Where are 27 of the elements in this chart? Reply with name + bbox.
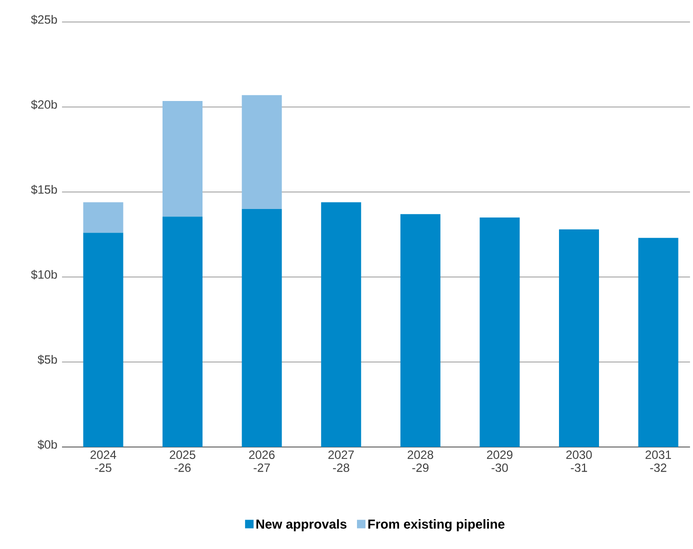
- x-tick-label: 2027 -28: [328, 450, 354, 472]
- x-tick-label: 2028 -29: [408, 450, 434, 472]
- y-tick-label: $5b: [38, 354, 57, 364]
- y-tick-label: $0b: [38, 440, 57, 450]
- legend-label: From existing pipeline: [368, 519, 504, 532]
- bar: [558, 229, 599, 447]
- x-tick-label: 2031 -32: [646, 450, 671, 472]
- x-tick-label: 2030 -31: [566, 450, 592, 472]
- x-tick-label: 2026 -27: [249, 450, 275, 472]
- x-tick-label: 2025 -26: [170, 450, 196, 472]
- y-tick-label: $15b: [31, 184, 57, 194]
- bar: [162, 216, 203, 447]
- bar: [242, 208, 282, 447]
- bar: [162, 101, 203, 217]
- bar: [321, 202, 362, 447]
- bar: [83, 232, 124, 447]
- bar: [400, 214, 440, 447]
- x-tick-label: 2024 -25: [90, 450, 116, 472]
- y-tick-label: $10b: [31, 270, 57, 280]
- y-tick-label: $25b: [31, 14, 57, 24]
- bar: [638, 238, 678, 447]
- legend-label: New approvals: [256, 519, 346, 532]
- bar: [83, 202, 124, 233]
- bar: [480, 217, 520, 447]
- bar: [242, 95, 282, 209]
- y-tick-label: $20b: [31, 100, 57, 110]
- x-tick-label: 2029 -30: [486, 450, 512, 472]
